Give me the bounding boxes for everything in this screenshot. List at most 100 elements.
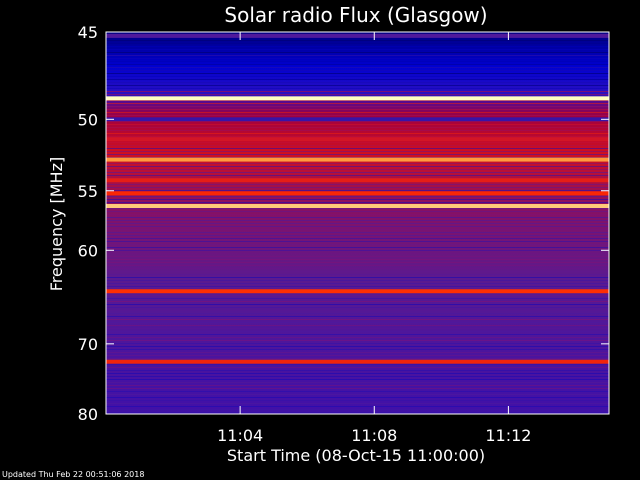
spectral-band xyxy=(106,33,609,38)
texture-line xyxy=(106,409,609,410)
texture-line xyxy=(106,103,609,104)
texture-line xyxy=(106,190,609,191)
texture-line xyxy=(106,253,609,254)
texture-line xyxy=(106,82,609,83)
texture-line xyxy=(106,211,609,212)
texture-line xyxy=(106,328,609,329)
texture-line xyxy=(106,67,609,68)
spectral-band xyxy=(106,359,609,364)
texture-line xyxy=(106,358,609,359)
texture-line xyxy=(106,265,609,266)
texture-line xyxy=(106,49,609,50)
texture-line xyxy=(106,79,609,80)
spectral-band xyxy=(106,191,609,196)
texture-line xyxy=(106,406,609,407)
texture-line xyxy=(106,70,609,71)
spectral-band xyxy=(106,178,609,183)
texture-line xyxy=(106,334,609,335)
texture-line xyxy=(106,241,609,242)
x-tick-label: 11:12 xyxy=(485,426,531,445)
texture-line xyxy=(106,316,609,317)
texture-line xyxy=(106,298,609,299)
texture-line xyxy=(106,76,609,77)
texture-line xyxy=(106,145,609,146)
texture-line xyxy=(106,385,609,386)
texture-line xyxy=(106,295,609,296)
texture-line xyxy=(106,130,609,131)
texture-line xyxy=(106,286,609,287)
texture-line xyxy=(106,61,609,62)
texture-line xyxy=(106,163,609,164)
y-axis: 45 50 55 60 70 80 xyxy=(78,23,609,424)
texture-line xyxy=(106,148,609,149)
texture-line xyxy=(106,247,609,248)
texture-line xyxy=(106,199,609,200)
texture-line xyxy=(106,403,609,404)
texture-line xyxy=(106,58,609,59)
texture-line xyxy=(106,229,609,230)
texture-line xyxy=(106,283,609,284)
texture-line xyxy=(106,310,609,311)
texture-line xyxy=(106,301,609,302)
texture-line xyxy=(106,388,609,389)
spectral-band xyxy=(106,204,609,209)
texture-line xyxy=(106,382,609,383)
texture-line xyxy=(106,397,609,398)
texture-line xyxy=(106,325,609,326)
y-axis-label: Frequency [MHz] xyxy=(47,157,66,291)
texture-line xyxy=(106,307,609,308)
texture-line xyxy=(106,94,609,95)
texture-line xyxy=(106,166,609,167)
texture-line xyxy=(106,226,609,227)
texture-line xyxy=(106,322,609,323)
texture-line xyxy=(106,238,609,239)
spectral-band xyxy=(106,137,609,142)
y-tick-label: 50 xyxy=(78,110,98,129)
texture-line xyxy=(106,373,609,374)
y-tick-label: 60 xyxy=(78,241,98,260)
texture-line xyxy=(106,208,609,209)
texture-line xyxy=(106,52,609,53)
texture-line xyxy=(106,169,609,170)
texture-line xyxy=(106,232,609,233)
y-tick-label: 70 xyxy=(78,335,98,354)
y-tick-label: 55 xyxy=(78,182,98,201)
chart-title: Solar radio Flux (Glasgow) xyxy=(224,3,487,27)
texture-line xyxy=(106,280,609,281)
texture-line xyxy=(106,355,609,356)
texture-line xyxy=(106,220,609,221)
texture-line xyxy=(106,319,609,320)
texture-line xyxy=(106,112,609,113)
x-axis: 11:04 11:08 11:12 xyxy=(217,32,531,445)
texture-line xyxy=(106,151,609,152)
texture-line xyxy=(106,277,609,278)
texture-line xyxy=(106,175,609,176)
x-tick-label: 11:08 xyxy=(351,426,397,445)
texture-line xyxy=(106,337,609,338)
texture-line xyxy=(106,214,609,215)
spectral-band xyxy=(106,289,609,294)
texture-line xyxy=(106,259,609,260)
texture-line xyxy=(106,331,609,332)
texture-line xyxy=(106,364,609,365)
texture-line xyxy=(106,262,609,263)
texture-line xyxy=(106,85,609,86)
texture-line xyxy=(106,250,609,251)
texture-line xyxy=(106,187,609,188)
texture-line xyxy=(106,157,609,158)
texture-line xyxy=(106,376,609,377)
x-tick-label: 11:04 xyxy=(217,426,263,445)
texture-line xyxy=(106,274,609,275)
texture-line xyxy=(106,121,609,122)
y-tick-label: 45 xyxy=(78,23,98,42)
texture-line xyxy=(106,40,609,41)
texture-line xyxy=(106,127,609,128)
texture-line xyxy=(106,196,609,197)
texture-line xyxy=(106,88,609,89)
spectral-band xyxy=(106,157,609,162)
texture-line xyxy=(106,394,609,395)
texture-line xyxy=(106,124,609,125)
texture-line xyxy=(106,346,609,347)
texture-line xyxy=(106,43,609,44)
